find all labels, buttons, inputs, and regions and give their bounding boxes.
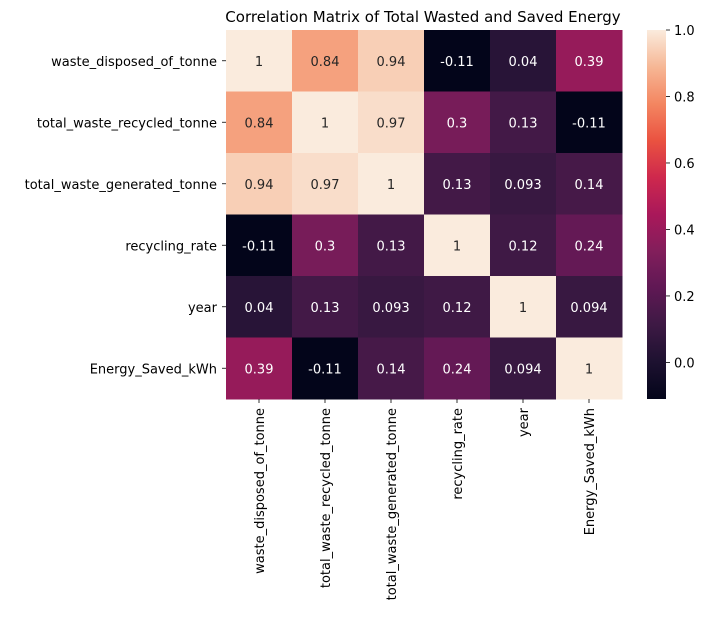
cell-value-label: -0.11: [242, 239, 276, 254]
cell-value-label: 0.94: [377, 55, 406, 70]
heatmap-cell: [292, 153, 359, 215]
heatmap-cell: [358, 30, 425, 92]
heatmap-cell: [226, 214, 293, 277]
heatmap-cell: [490, 91, 557, 154]
row-label: total_waste_generated_tonne: [25, 178, 217, 193]
heatmap-cell: [424, 214, 491, 277]
heatmap-cell: [358, 276, 425, 338]
row-labels: waste_disposed_of_tonne total_waste_recyc…: [25, 55, 226, 377]
heatmap-cell: [358, 153, 425, 215]
cell-value-label: 0.3: [315, 239, 336, 254]
cell-value-label: 0.24: [443, 362, 472, 377]
cell-value-label: 0.3: [447, 116, 468, 131]
heatmap-cell: [358, 337, 425, 400]
heatmap-cell: [490, 214, 557, 277]
cell-value-label: -0.11: [572, 116, 606, 131]
cell-value-label: 0.39: [575, 55, 604, 70]
column-label: Energy_Saved_kWh: [583, 408, 598, 535]
heatmap-cell: [490, 153, 557, 215]
cell-value-label: 1: [453, 239, 461, 254]
heatmap-cell: [556, 91, 623, 154]
heatmap-cell: [556, 337, 623, 400]
heatmap-cell: [226, 276, 293, 338]
cell-value-label: 0.97: [377, 116, 406, 131]
cell-value-label: 1: [255, 55, 263, 70]
heatmap-cell: [424, 276, 491, 338]
heatmap-cell: [358, 91, 425, 154]
cell-value-label: 0.14: [575, 178, 604, 193]
colorbar: 1.0 0.8 0.6 0.4 0.2 0.0: [647, 24, 695, 399]
column-label: year: [517, 407, 532, 437]
colorbar-gradient: [647, 30, 666, 399]
cell-value-label: 0.39: [245, 362, 274, 377]
heatmap-cell: [292, 30, 359, 92]
heatmap-cell: [556, 153, 623, 215]
heatmap-cell: [490, 30, 557, 92]
heatmap-cell: [226, 153, 293, 215]
cell-value-label: -0.11: [440, 55, 474, 70]
cell-value-label: 0.24: [575, 239, 604, 254]
colorbar-tick-label: 0.8: [674, 90, 695, 105]
cell-value-label: 0.14: [377, 362, 406, 377]
row-label: year: [188, 301, 218, 316]
heatmap-cell: [226, 30, 293, 92]
row-label: Energy_Saved_kWh: [90, 362, 217, 377]
colorbar-tick-label: 0.6: [674, 157, 695, 172]
heatmap-cells: 1 0.84 0.94 -0.11 0.04 0.39 0.84 1 0.97 0.3 0.13 -0…: [226, 30, 623, 400]
cell-value-label: 0.12: [509, 239, 538, 254]
cell-value-label: 0.84: [245, 116, 274, 131]
heatmap-cell: [292, 214, 359, 277]
cell-value-label: 0.04: [509, 55, 538, 70]
row-label: recycling_rate: [125, 239, 217, 254]
column-label: waste_disposed_of_tonne: [253, 408, 268, 574]
heatmap-cell: [490, 337, 557, 400]
heatmap-cell: [358, 214, 425, 277]
heatmap-cell: [556, 214, 623, 277]
heatmap-cell: [556, 30, 623, 92]
colorbar-tick-label: 0.0: [674, 356, 695, 371]
colorbar-tick-label: 0.4: [674, 223, 695, 238]
column-label: recycling_rate: [451, 408, 466, 500]
cell-value-label: 0.093: [504, 178, 541, 193]
cell-value-label: -0.11: [308, 362, 342, 377]
heatmap-cell: [292, 276, 359, 338]
row-label: total_waste_recycled_tonne: [37, 116, 217, 131]
heatmap-cell: [424, 91, 491, 154]
cell-value-label: 0.094: [570, 301, 607, 316]
cell-value-label: 1: [321, 116, 329, 131]
column-labels: waste_disposed_of_tonne total_waste_recyc…: [253, 399, 598, 600]
heatmap-cell: [424, 30, 491, 92]
colorbar-tick-label: 0.2: [674, 290, 695, 305]
cell-value-label: 0.94: [245, 178, 274, 193]
cell-value-label: 0.094: [504, 362, 541, 377]
column-label: total_waste_generated_tonne: [385, 408, 400, 600]
column-label: total_waste_recycled_tonne: [319, 408, 334, 588]
cell-value-label: 1: [585, 362, 593, 377]
row-label: waste_disposed_of_tonne: [51, 55, 217, 70]
cell-value-label: 0.13: [509, 116, 538, 131]
cell-value-label: 1: [387, 178, 395, 193]
cell-value-label: 0.04: [245, 301, 274, 316]
cell-value-label: 0.13: [443, 178, 472, 193]
heatmap-cell: [490, 276, 557, 338]
heatmap-cell: [226, 337, 293, 400]
heatmap-cell: [424, 337, 491, 400]
cell-value-label: 1: [519, 301, 527, 316]
colorbar-tick-label: 1.0: [674, 24, 695, 39]
cell-value-label: 0.97: [311, 178, 340, 193]
heatmap-cell: [292, 337, 359, 400]
heatmap-cell: [556, 276, 623, 338]
cell-value-label: 0.13: [377, 239, 406, 254]
heatmap-cell: [292, 91, 359, 154]
cell-value-label: 0.12: [443, 301, 472, 316]
heatmap-cell: [424, 153, 491, 215]
heatmap-cell: [226, 91, 293, 154]
chart-title: Correlation Matrix of Total Wasted and S…: [225, 8, 621, 26]
cell-value-label: 0.093: [372, 301, 409, 316]
cell-value-label: 0.13: [311, 301, 340, 316]
cell-value-label: 0.84: [311, 55, 340, 70]
